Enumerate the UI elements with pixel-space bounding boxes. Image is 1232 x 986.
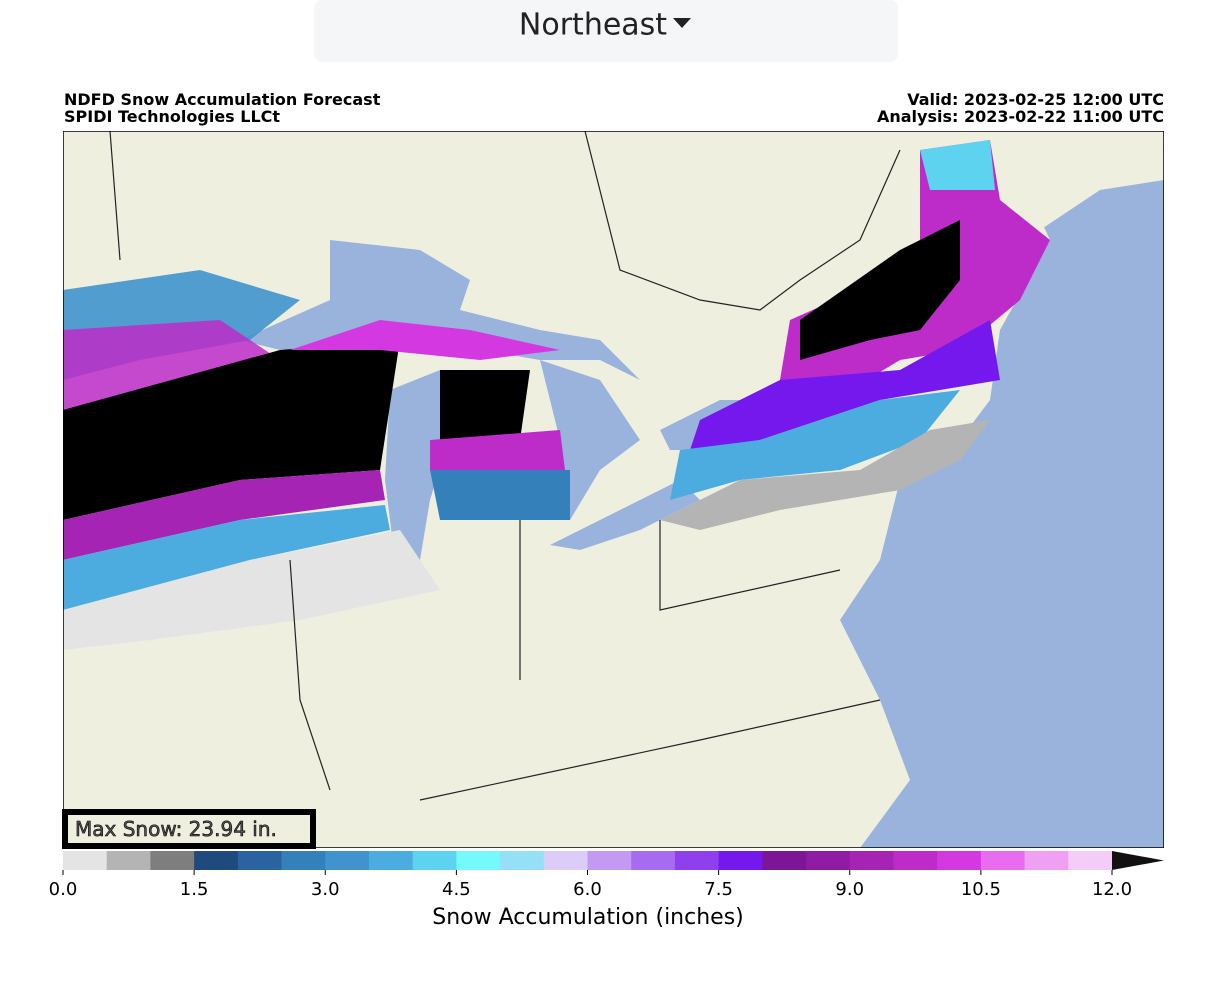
colorbar-segment — [1068, 851, 1113, 870]
snow-band — [63, 320, 280, 410]
colorbar-segment — [63, 851, 108, 870]
colorbar-tick-label: 0.0 — [49, 879, 78, 900]
colorbar-segment — [237, 851, 283, 870]
colorbar-segment — [325, 851, 370, 870]
colorbar-segment — [631, 851, 676, 870]
colorbar-tick-label: 6.0 — [573, 879, 602, 900]
colorbar-segment — [368, 851, 414, 870]
max-snow-label: Max Snow: 23.94 in. — [75, 817, 277, 841]
snow-band — [63, 470, 385, 560]
valid-time: Valid: 2023-02-25 12:00 UTC — [907, 90, 1164, 109]
dropdown-label[interactable]: Northeast — [519, 8, 667, 43]
snow-band — [800, 220, 960, 360]
colorbar-tick-label: 3.0 — [311, 879, 340, 900]
colorbar-segment — [806, 851, 851, 870]
map-subtitle: SPIDI Technologies LLCt — [64, 107, 280, 126]
colorbar-segment — [106, 851, 151, 870]
colorbar-tick-label: 9.0 — [835, 879, 864, 900]
snow-band — [430, 470, 570, 520]
lake-erie — [550, 480, 700, 550]
colorbar-tick-label: 10.5 — [961, 879, 1001, 900]
colorbar-segment — [150, 851, 195, 870]
colorbar-segment — [980, 851, 1026, 870]
dropdown-caret[interactable] — [673, 18, 691, 28]
map-title: NDFD Snow Accumulation Forecast — [64, 90, 381, 109]
colorbar-extend — [1112, 851, 1164, 870]
colorbar-segment — [849, 851, 894, 870]
dropdown-box[interactable] — [314, 0, 898, 62]
colorbar-segment — [500, 851, 545, 870]
colorbar-segment — [412, 851, 457, 870]
colorbar-segment — [543, 851, 588, 870]
colorbar-label: Snow Accumulation (inches) — [432, 905, 744, 930]
analysis-time: Analysis: 2023-02-22 11:00 UTC — [877, 107, 1164, 126]
snow-band — [63, 340, 400, 520]
region-dropdown[interactable]: Northeast — [314, 0, 898, 62]
colorbar-tick-label: 7.5 — [704, 879, 733, 900]
colorbar-segment — [762, 851, 807, 870]
colorbar-segment — [456, 851, 501, 870]
colorbar-tick-label: 12.0 — [1092, 879, 1132, 900]
colorbar-segment — [893, 851, 938, 870]
snow-band — [430, 430, 565, 470]
snow-band — [440, 370, 530, 440]
borders — [109, 131, 901, 801]
colorbar-segment — [281, 851, 326, 870]
snow-band — [670, 390, 960, 500]
snow-band — [290, 320, 560, 360]
snow-band — [920, 140, 995, 190]
snow-band — [63, 530, 440, 650]
colorbar-segment — [1024, 851, 1069, 870]
colorbar-segment — [937, 851, 982, 870]
colorbar-segment — [674, 851, 720, 870]
colorbar-segment — [194, 851, 239, 870]
colorbar: 0.0 1.5 3.0 4.5 6.0 7.5 9.0 10.5 12.0 — [49, 851, 1164, 900]
colorbar-segment — [718, 851, 763, 870]
max-snow-frame — [62, 809, 316, 849]
colorbar-tick-label: 4.5 — [442, 879, 471, 900]
colorbar-segment — [587, 851, 632, 870]
map — [63, 131, 1164, 848]
colorbar-tick-label: 1.5 — [180, 879, 209, 900]
max-snow-box: Max Snow: 23.94 in. — [62, 809, 316, 849]
snow-band — [660, 420, 990, 530]
snow-band — [690, 320, 1000, 450]
snow-band — [63, 505, 390, 610]
